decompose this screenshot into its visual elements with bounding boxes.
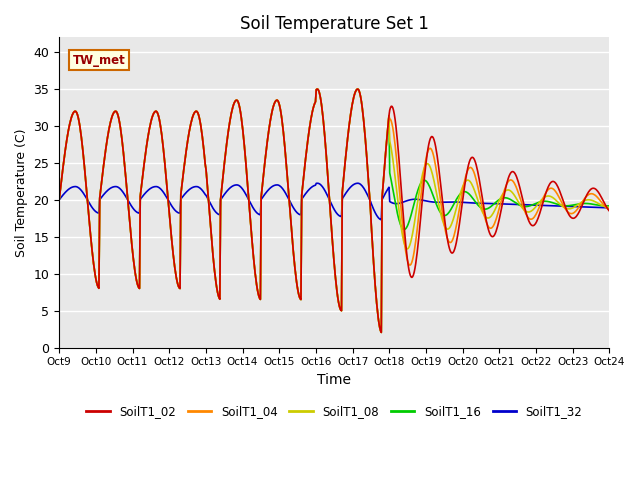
SoilT1_04 [178, 185, 186, 191]
SoilT1_16 [207, 226, 214, 231]
SoilT1_32 [403, 198, 410, 204]
SoilT1_08 [207, 226, 214, 231]
SoilT1_04 [403, 253, 410, 259]
SoilT1_32 [354, 180, 362, 186]
Text: TW_met: TW_met [73, 54, 125, 67]
SoilT1_16 [403, 225, 410, 230]
SoilT1_32 [378, 217, 385, 223]
SoilT1_02 [354, 86, 362, 92]
SoilT1_02 [419, 193, 426, 199]
SoilT1_32 [207, 201, 214, 207]
SoilT1_04 [207, 226, 214, 231]
Legend: SoilT1_02, SoilT1_04, SoilT1_08, SoilT1_16, SoilT1_32: SoilT1_02, SoilT1_04, SoilT1_08, SoilT1_… [81, 400, 587, 422]
SoilT1_02 [403, 249, 410, 255]
SoilT1_08 [354, 86, 362, 92]
SoilT1_02 [65, 124, 73, 130]
SoilT1_04 [122, 174, 129, 180]
SoilT1_08 [55, 197, 63, 203]
SoilT1_16 [122, 174, 129, 180]
SoilT1_32 [419, 197, 426, 203]
SoilT1_02 [207, 226, 214, 231]
Line: SoilT1_32: SoilT1_32 [59, 183, 609, 220]
SoilT1_16 [65, 124, 73, 130]
SoilT1_08 [378, 330, 385, 336]
SoilT1_02 [55, 197, 63, 203]
Line: SoilT1_08: SoilT1_08 [59, 89, 609, 333]
SoilT1_32 [122, 193, 129, 199]
SoilT1_08 [178, 185, 186, 191]
SoilT1_08 [122, 174, 129, 180]
SoilT1_16 [354, 86, 362, 92]
Line: SoilT1_02: SoilT1_02 [59, 89, 609, 333]
SoilT1_04 [378, 330, 385, 336]
SoilT1_32 [55, 197, 63, 203]
SoilT1_02 [605, 208, 613, 214]
SoilT1_08 [65, 124, 73, 130]
SoilT1_02 [122, 174, 129, 180]
Title: Soil Temperature Set 1: Soil Temperature Set 1 [240, 15, 429, 33]
Line: SoilT1_16: SoilT1_16 [59, 89, 609, 333]
Line: SoilT1_04: SoilT1_04 [59, 89, 609, 333]
SoilT1_16 [419, 178, 426, 184]
SoilT1_04 [65, 124, 73, 130]
SoilT1_32 [605, 205, 613, 211]
SoilT1_08 [605, 204, 613, 210]
SoilT1_32 [65, 186, 73, 192]
SoilT1_04 [354, 86, 362, 92]
SoilT1_04 [605, 207, 613, 213]
SoilT1_08 [403, 246, 410, 252]
SoilT1_02 [178, 185, 186, 191]
SoilT1_16 [605, 203, 613, 209]
SoilT1_08 [419, 171, 426, 177]
SoilT1_02 [378, 330, 385, 336]
SoilT1_16 [55, 197, 63, 203]
Y-axis label: Soil Temperature (C): Soil Temperature (C) [15, 128, 28, 257]
SoilT1_04 [55, 197, 63, 203]
X-axis label: Time: Time [317, 373, 351, 387]
SoilT1_16 [178, 185, 186, 191]
SoilT1_16 [378, 330, 385, 336]
SoilT1_32 [178, 195, 186, 201]
SoilT1_04 [419, 179, 426, 184]
